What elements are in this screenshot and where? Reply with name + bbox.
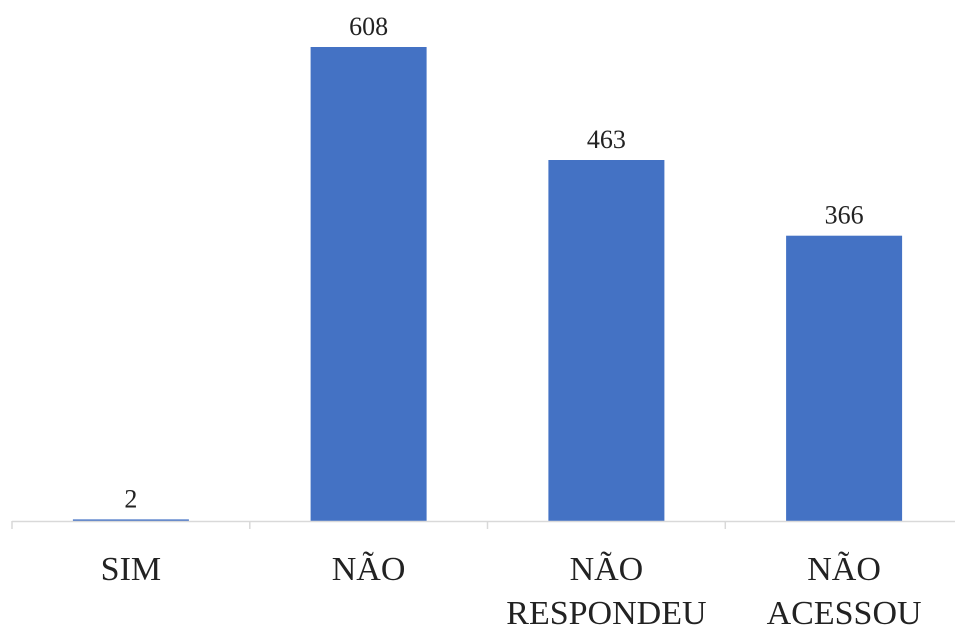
- bar-0: [72, 519, 189, 521]
- bar-3: [786, 235, 903, 521]
- x-tick-label-2-line-0: NÃO: [570, 551, 644, 588]
- data-label-1: 608: [349, 12, 388, 41]
- bar-1: [310, 47, 427, 521]
- x-tick-label-1: NÃO: [332, 551, 406, 588]
- x-tick-labels-group: SIM NÃO NÃO RESPONDEU NÃO ACESSOU: [101, 551, 922, 627]
- x-axis: [11, 520, 955, 529]
- data-labels-group: 2 608 463 366: [124, 12, 863, 513]
- x-tick-label-3: NÃO ACESSOU: [767, 551, 922, 627]
- x-tick-label-2: NÃO RESPONDEU: [506, 551, 706, 627]
- x-tick-label-1-line-0: NÃO: [332, 551, 406, 588]
- bar-2: [548, 160, 665, 521]
- data-label-0: 2: [124, 484, 137, 513]
- bars-group: [72, 47, 903, 521]
- x-tick-label-3-line-1: ACESSOU: [767, 595, 922, 627]
- x-tick-label-3-line-0: NÃO: [807, 551, 881, 588]
- x-tick-label-2-line-1: RESPONDEU: [506, 595, 706, 627]
- data-label-2: 463: [587, 125, 626, 154]
- data-label-3: 366: [825, 201, 864, 230]
- x-tick-label-0: SIM: [101, 551, 161, 588]
- x-tick-label-0-line-0: SIM: [101, 551, 161, 588]
